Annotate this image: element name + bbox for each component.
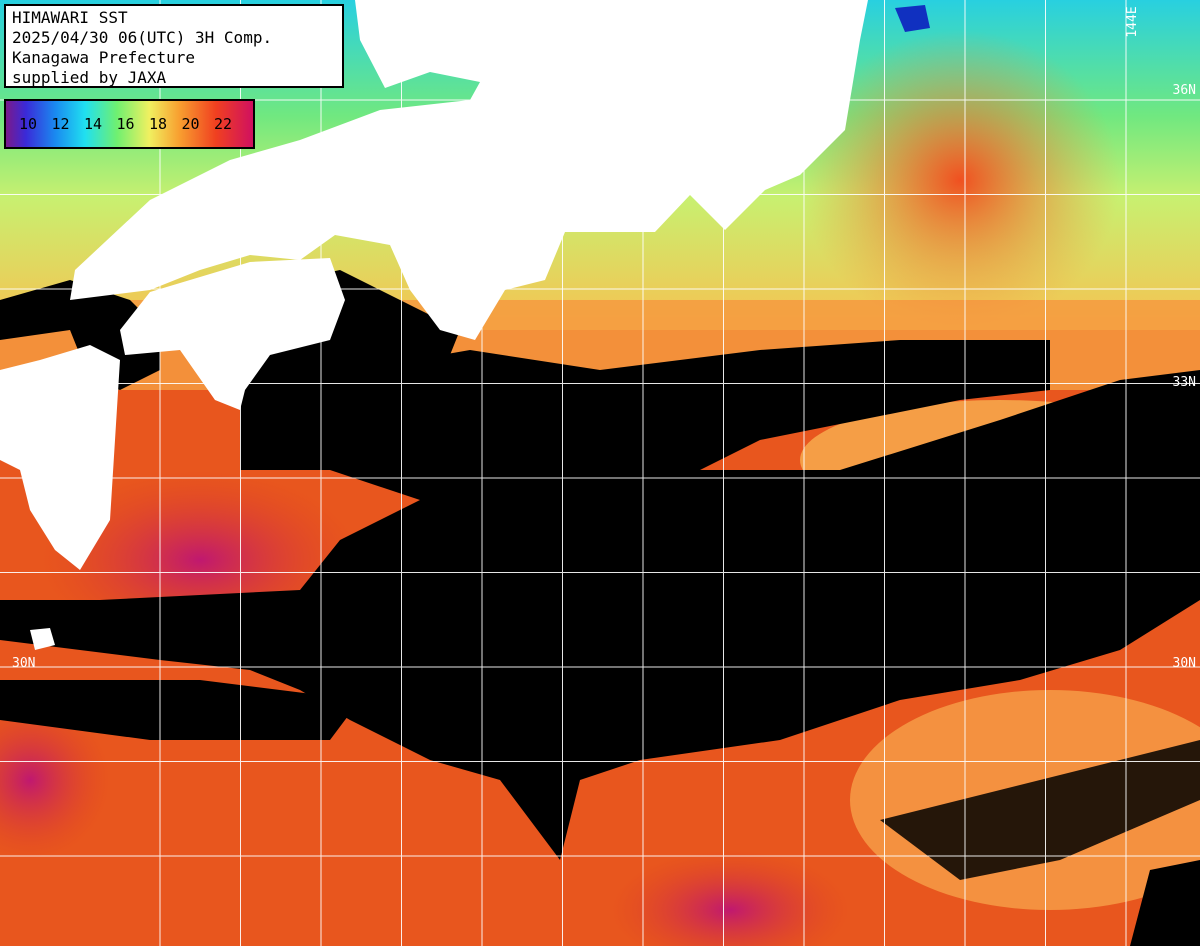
hot-patch — [610, 850, 850, 946]
cloud-mask — [0, 340, 1200, 860]
title-line: HIMAWARI SST — [12, 8, 128, 27]
title-line: supplied by JAXA — [12, 68, 167, 87]
lat-label: 33N — [1173, 375, 1196, 390]
lat-label: 36N — [1173, 83, 1196, 98]
title-box: HIMAWARI SST 2025/04/30 06(UTC) 3H Comp.… — [4, 4, 344, 88]
cloud-mask — [880, 740, 1200, 880]
land-island — [30, 628, 55, 650]
legend-tick: 10 — [18, 115, 38, 133]
title-line: Kanagawa Prefecture — [12, 48, 196, 67]
hot-patch — [0, 700, 110, 860]
lat-label: 30N — [12, 656, 35, 671]
legend-tick: 12 — [51, 115, 70, 133]
legend-tick: 16 — [116, 115, 135, 133]
cloud-mask — [0, 680, 360, 740]
cloud-mask — [1130, 860, 1200, 946]
legend-tick: 18 — [148, 115, 168, 133]
cloud-mask — [0, 280, 160, 390]
land-island — [775, 135, 805, 175]
legend-tick: 20 — [181, 115, 200, 133]
land-kyushu — [0, 345, 120, 570]
land-shikoku — [120, 258, 345, 410]
lon-label: 136E — [485, 14, 500, 45]
lon-label: 144E — [1125, 6, 1140, 37]
kuroshio — [800, 30, 1120, 330]
color-legend: 10 12 14 16 18 20 22 — [4, 99, 255, 149]
lat-label: 30N — [1173, 656, 1196, 671]
legend-tick: 14 — [83, 115, 103, 133]
legend-ticks: 10 12 14 16 18 20 22 — [18, 115, 238, 135]
cold-lake — [895, 5, 930, 32]
legend-tick: 22 — [213, 115, 233, 133]
land-honshu — [70, 0, 868, 340]
title-line: 2025/04/30 06(UTC) 3H Comp. — [12, 28, 273, 47]
